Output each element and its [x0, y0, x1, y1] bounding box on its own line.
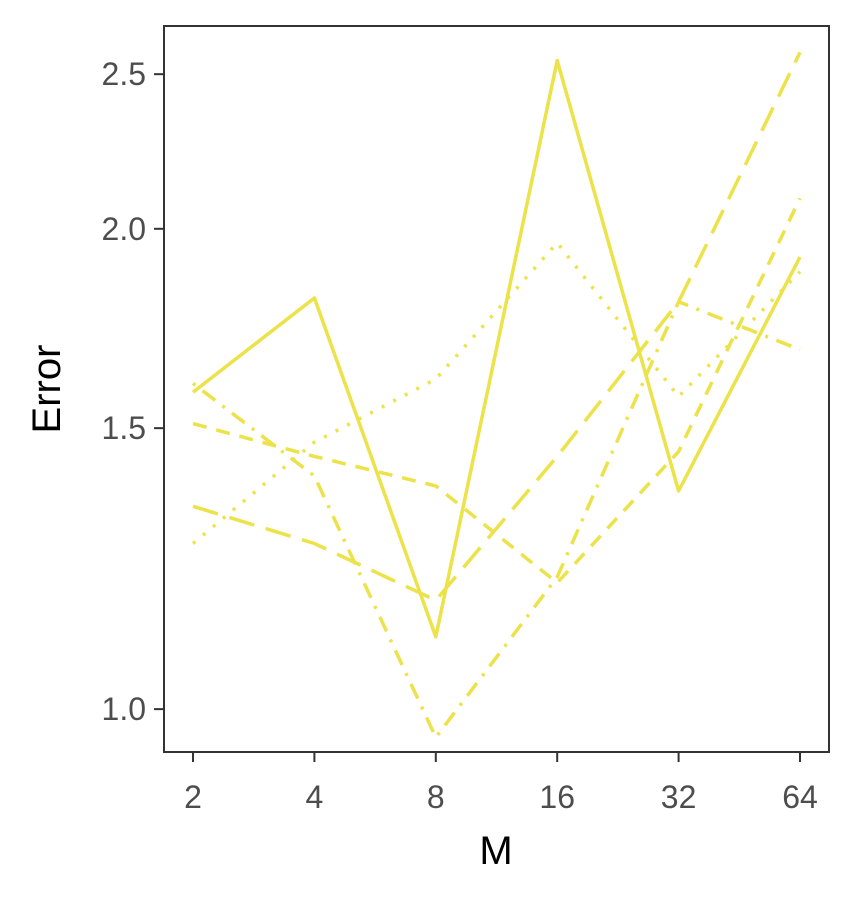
axis-layer: 2 4 8 16 32 64 1.0 1.5 2.0 2.5: [102, 56, 818, 815]
series-line-dashed: [192, 197, 802, 585]
x-tick-label: 64: [782, 779, 818, 815]
y-tick-label: 2.0: [102, 211, 146, 247]
y-tick-label: 1.5: [102, 410, 146, 446]
series-layer: [191, 51, 802, 740]
y-axis-title: Error: [25, 345, 69, 434]
x-tick-label: 2: [184, 779, 202, 815]
y-tick-label: 1.0: [102, 691, 146, 727]
series-line-dotdash: [191, 300, 801, 740]
y-tick-label: 2.5: [102, 56, 146, 92]
series-line-longdash: [192, 51, 802, 603]
x-axis-title: M: [479, 829, 512, 873]
x-tick-label: 16: [539, 779, 575, 815]
x-tick-label: 4: [306, 779, 324, 815]
plot-panel: [163, 25, 830, 753]
x-tick-label: 32: [661, 779, 697, 815]
x-tick-label: 8: [427, 779, 445, 815]
series-line-solid: [191, 58, 802, 639]
